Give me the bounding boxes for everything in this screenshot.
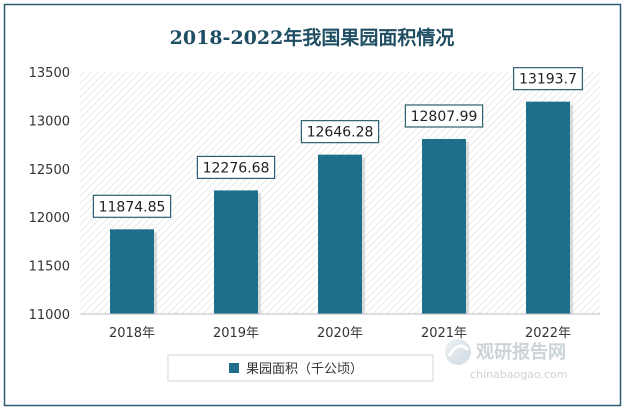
y-tick-label: 12000 (29, 211, 70, 226)
x-tick-label: 2021年 (421, 326, 467, 341)
watermark-logo-icon (445, 339, 471, 365)
x-tick-label: 2019年 (213, 326, 259, 341)
data-label: 13193.7 (519, 72, 577, 88)
y-tick-label: 11000 (29, 308, 70, 323)
data-label-box (196, 155, 276, 180)
data-label-box (404, 104, 484, 128)
bar (214, 190, 258, 314)
data-label: 11874.85 (99, 199, 166, 215)
bar (526, 101, 570, 314)
x-tick-label: 2018年 (109, 326, 155, 341)
data-label: 12646.28 (307, 125, 374, 141)
watermark-brand-cn: 观研报告网 (476, 341, 566, 363)
x-axis: 2018年 2019年 2020年 2021年 2022年 (109, 326, 571, 341)
legend-box (167, 354, 434, 382)
x-tick-label: 2022年 (525, 326, 571, 341)
legend-swatch (229, 363, 239, 373)
watermark-brand-en: chinabaogao.com (470, 368, 568, 381)
watermark: 观研报告网 chinabaogao.com (445, 339, 568, 381)
legend-label: 果园面积（千公顷） (246, 362, 363, 377)
bar (110, 229, 154, 314)
bar (422, 138, 466, 314)
bar-series: 11874.85 12276.68 12646.28 12807.99 13193.7 (92, 67, 583, 314)
legend: 果园面积（千公顷） (167, 354, 434, 382)
y-axis: 11000 11500 12000 12500 13000 13500 (29, 66, 70, 323)
chart-title: 2018-2022年我国果园面积情况 (170, 26, 455, 49)
data-label-box (92, 194, 172, 218)
y-tick-label: 11500 (29, 260, 70, 275)
data-label: 12807.99 (411, 109, 478, 125)
y-tick-label: 13500 (29, 66, 70, 81)
x-tick-label: 2020年 (317, 326, 363, 341)
bar (318, 154, 362, 314)
data-label-box (512, 67, 583, 91)
y-tick-label: 12500 (29, 163, 70, 178)
data-label: 12276.68 (203, 160, 270, 176)
y-tick-label: 13000 (29, 114, 70, 129)
data-label-box (300, 120, 380, 144)
